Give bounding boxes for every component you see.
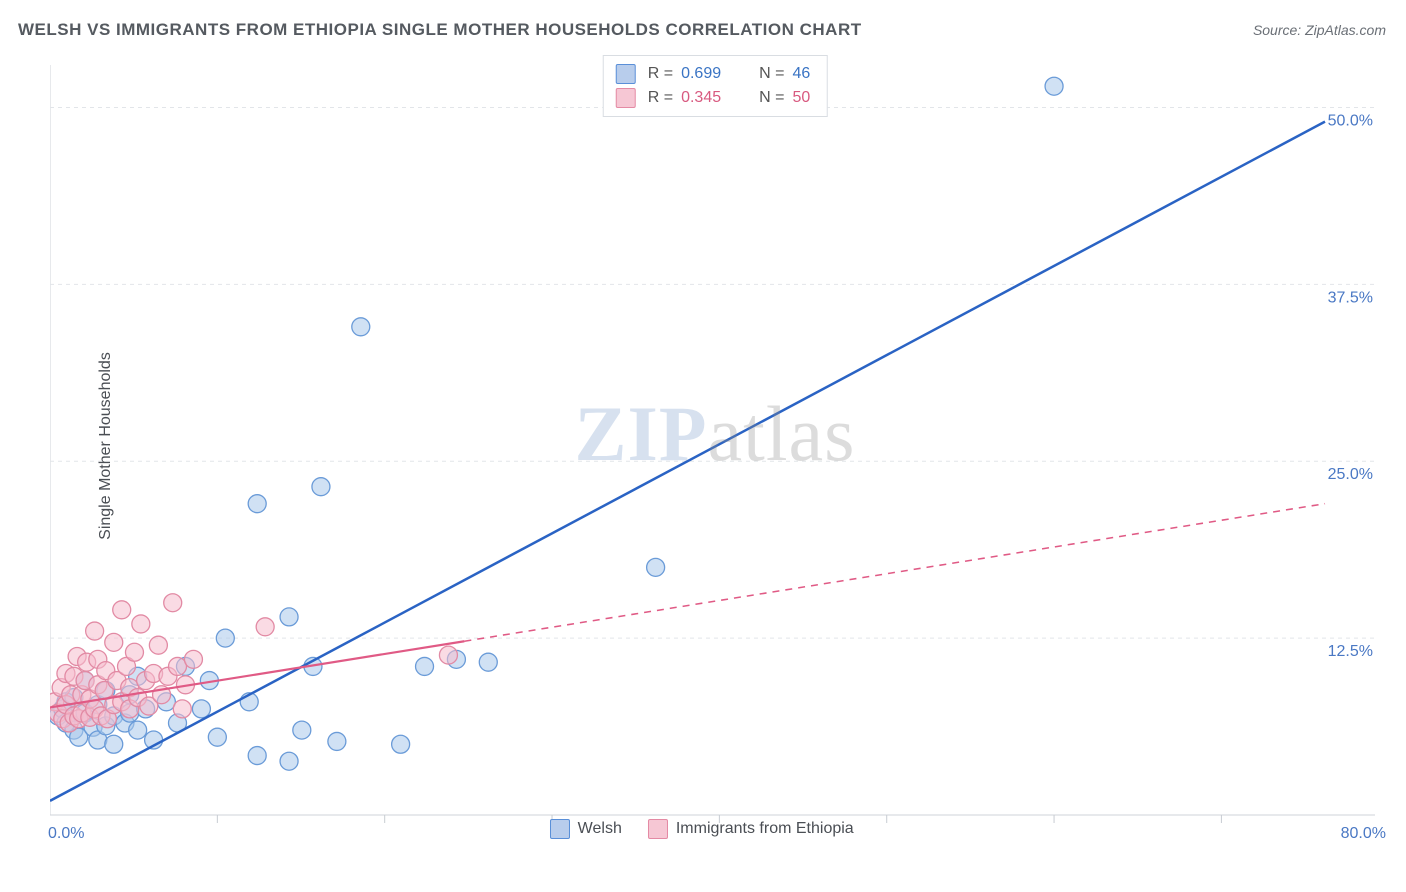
legend-label: Welsh: [578, 820, 622, 838]
svg-text:12.5%: 12.5%: [1328, 643, 1373, 660]
legend-item: Immigrants from Ethiopia: [648, 819, 854, 839]
swatch-icon: [648, 819, 668, 839]
stats-legend: R = 0.699 N = 46 R = 0.345 N = 50: [603, 55, 828, 117]
r-value: 0.345: [681, 89, 721, 107]
n-value: 46: [792, 65, 810, 83]
legend-label: Immigrants from Ethiopia: [676, 820, 854, 838]
swatch-icon: [616, 88, 636, 108]
stats-row: R = 0.345 N = 50: [616, 86, 811, 110]
scatter-plot-svg: 12.5% 25.0% 37.5% 50.0%: [50, 55, 1380, 850]
x-axis-end-label: 80.0%: [1341, 825, 1386, 843]
stats-row: R = 0.699 N = 46: [616, 62, 811, 86]
chart-area: 12.5%25.0%37.5%50.0% ZIPatlas R = 0.699N…: [50, 55, 1380, 845]
r-value: 0.699: [681, 65, 721, 83]
swatch-icon: [616, 64, 636, 84]
svg-text:50.0%: 50.0%: [1328, 112, 1373, 129]
series-legend: Welsh Immigrants from Ethiopia: [550, 819, 854, 839]
r-label: R =: [648, 89, 673, 107]
source-attribution: Source: ZipAtlas.com: [1253, 22, 1386, 38]
chart-title: WELSH VS IMMIGRANTS FROM ETHIOPIA SINGLE…: [18, 20, 862, 40]
n-label: N =: [759, 65, 784, 83]
legend-item: Welsh: [550, 819, 622, 839]
svg-text:25.0%: 25.0%: [1328, 466, 1373, 483]
swatch-icon: [550, 819, 570, 839]
n-value: 50: [792, 89, 810, 107]
svg-text:37.5%: 37.5%: [1328, 289, 1373, 306]
origin-label: 0.0%: [48, 825, 84, 843]
r-label: R =: [648, 65, 673, 83]
n-label: N =: [759, 89, 784, 107]
